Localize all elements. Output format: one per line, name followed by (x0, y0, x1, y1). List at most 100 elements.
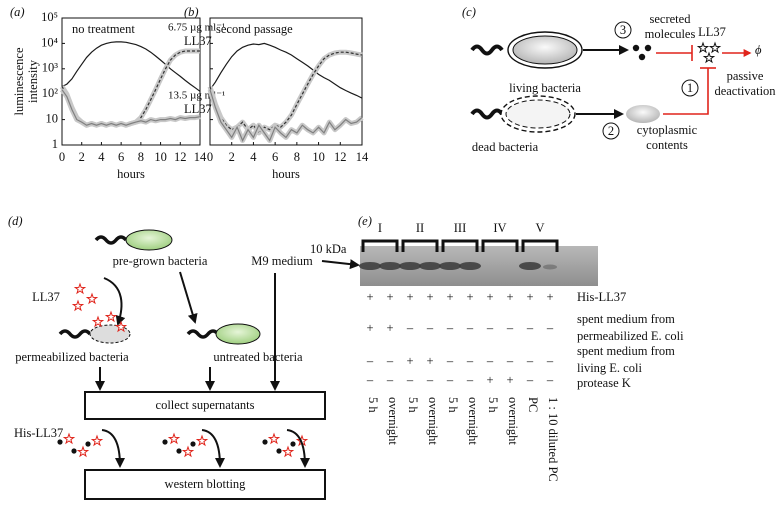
series-line (209, 89, 363, 142)
y-tick-label: 10² (42, 86, 59, 100)
collect-label: collect supernatants (156, 398, 255, 412)
panel-label: (d) (8, 214, 23, 228)
x-tick-label: 6 (272, 150, 278, 164)
sign: – (386, 354, 394, 368)
step-label: 3 (620, 23, 626, 37)
panel-e: (e) 10 kDa I II III IV V+ + + + + + + + + + His-LL37+ +… (310, 214, 684, 482)
charts: (a)0 2 4 6 8 10 12 1411010²10³10⁴10⁵hourslumine… (10, 5, 369, 181)
sign: – (446, 321, 454, 335)
sign: – (466, 373, 474, 387)
series-line (209, 51, 363, 134)
band (359, 262, 381, 270)
series-line (61, 41, 201, 92)
sign: + (486, 373, 493, 387)
permeabilized-bacterium (89, 324, 131, 344)
lane-label: 5 h (406, 397, 420, 413)
group-bracket (481, 239, 519, 252)
living-bacterium-core (512, 35, 578, 65)
x-axis-label: hours (272, 167, 300, 181)
cytoplasmic-label: contents (646, 138, 688, 152)
band (419, 262, 441, 270)
marker-label: 10 kDa (310, 242, 347, 256)
sign: – (466, 354, 474, 368)
series-label: LL37 (184, 34, 212, 48)
sign: – (466, 321, 474, 335)
group-label: III (454, 221, 467, 235)
arrow (201, 429, 225, 468)
ll37-stars (72, 283, 98, 311)
sign: + (366, 290, 373, 304)
x-tick-label: 2 (229, 150, 235, 164)
molecule (85, 441, 91, 447)
sign: + (506, 290, 513, 304)
band (379, 262, 401, 270)
group-label: V (535, 221, 544, 235)
lane-label: overnight (506, 397, 520, 445)
group-label: IV (493, 221, 506, 235)
panel-d: (d) pre-grown bacteria M9 medium LL37 pe… (8, 214, 326, 500)
flagellum (186, 329, 220, 339)
group-bracket (361, 239, 399, 252)
molecules (632, 44, 652, 61)
sign: + (546, 290, 553, 304)
sign: + (446, 290, 453, 304)
group-bracket (521, 239, 559, 252)
secreted-label: secreted (650, 12, 692, 26)
cytoplasmic-label: cytoplasmic (637, 123, 698, 137)
annotation: second passage (216, 22, 293, 36)
series-label: no treatment (72, 22, 135, 36)
group-label: II (416, 221, 424, 235)
sign: – (506, 354, 514, 368)
lane-label: overnight (466, 397, 480, 445)
band (459, 262, 481, 270)
arrow (321, 259, 360, 270)
confidence-shade (207, 49, 363, 136)
band (543, 264, 557, 270)
sign: – (506, 321, 514, 335)
his-ll37-star (168, 433, 180, 444)
confidence-shade (207, 88, 364, 143)
panel-label: (c) (462, 5, 476, 19)
box (84, 391, 326, 420)
deactivation-label: passive (727, 69, 764, 83)
sign: + (406, 290, 413, 304)
permeabilized-label: permeabilized bacteria (15, 350, 129, 364)
flagellum (58, 329, 92, 339)
his-ll37-star (268, 433, 280, 444)
group-bracket (401, 239, 439, 252)
x-tick-label: 10 (312, 150, 325, 164)
contents (626, 105, 660, 123)
row-label: living E. coli (577, 361, 642, 375)
sign: – (526, 373, 534, 387)
sign: + (386, 321, 393, 335)
x-tick-label: 0 (207, 150, 213, 164)
sign: – (546, 321, 554, 335)
lane-label: 1 : 10 diluted PC (546, 397, 560, 482)
sign: – (386, 373, 394, 387)
y-axis-label: luminescence (12, 47, 26, 115)
sign: + (506, 373, 513, 387)
row-label: spent medium from (577, 344, 675, 358)
sign: – (426, 321, 434, 335)
x-tick-label: 12 (334, 150, 347, 164)
sign: – (446, 354, 454, 368)
sign: – (366, 373, 374, 387)
sign: + (426, 354, 433, 368)
arrow (179, 271, 198, 324)
arrow (103, 277, 126, 326)
x-tick-label: 6 (118, 150, 124, 164)
molecule (162, 439, 168, 445)
pregrown-label: pre-grown bacteria (113, 254, 208, 268)
y-tick-label: 10⁵ (41, 10, 58, 24)
row-label: permeabilized E. coli (577, 329, 684, 343)
sign: + (386, 290, 393, 304)
plot-frame (209, 17, 363, 146)
row-label: His-LL37 (577, 290, 626, 304)
sign: – (546, 354, 554, 368)
series-line (61, 89, 201, 126)
his-label: His-LL37 (14, 426, 63, 440)
plot-frame (61, 17, 201, 146)
sign: – (546, 373, 554, 387)
flagellum (470, 44, 504, 56)
